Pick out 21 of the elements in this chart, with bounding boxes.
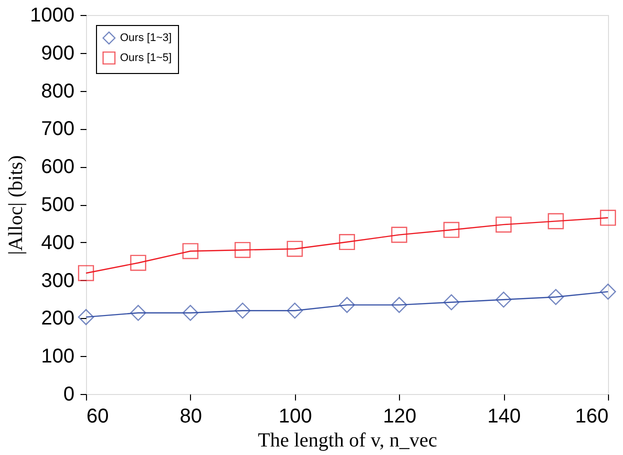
x-tick-label: 120 — [383, 406, 416, 428]
y-tick-label: 1000 — [30, 4, 74, 26]
y-axis-title: |Alloc| (bits) — [5, 155, 28, 255]
y-tick-label: 100 — [41, 346, 74, 368]
x-tick-label: 160 — [575, 406, 608, 428]
y-tick-label: 400 — [41, 232, 74, 254]
y-tick-label: 500 — [41, 194, 74, 216]
x-tick-label: 60 — [86, 406, 109, 428]
x-tick-label: 100 — [278, 406, 312, 428]
y-tick-label: 800 — [41, 80, 74, 102]
x-tick-label: 140 — [487, 406, 521, 428]
y-tick-label: 700 — [41, 118, 74, 140]
y-tick-label: 200 — [41, 308, 74, 330]
y-tick-label: 0 — [63, 384, 74, 406]
y-tick-label: 600 — [41, 156, 74, 178]
x-tick-label: 80 — [180, 406, 202, 428]
y-tick-label: 300 — [41, 270, 74, 292]
y-tick-label: 900 — [41, 42, 74, 64]
legend-label: Ours [1~5] — [120, 52, 172, 64]
legend-label: Ours [1~3] — [120, 32, 172, 44]
x-axis-title: The length of v, n_vec — [258, 430, 438, 452]
